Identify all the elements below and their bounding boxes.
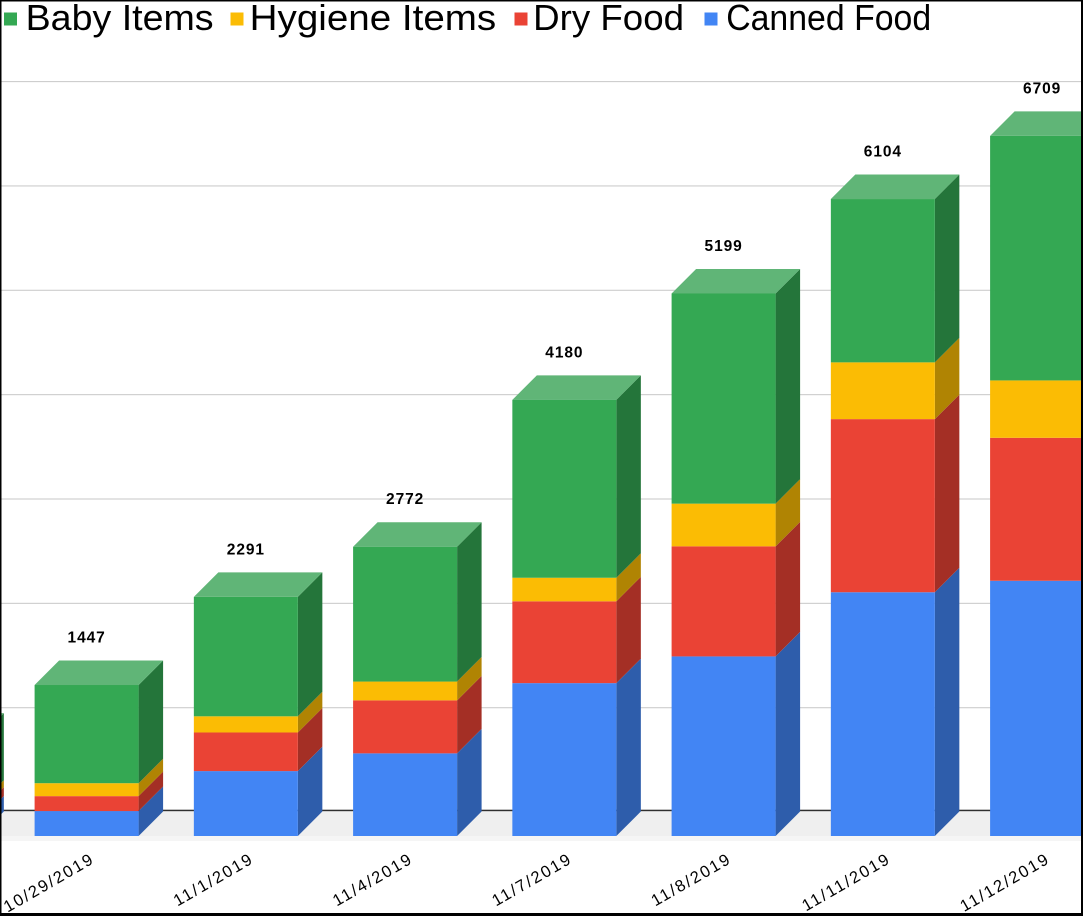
svg-text:2772: 2772 <box>386 491 424 508</box>
svg-text:Baby Items: Baby Items <box>26 0 214 38</box>
svg-text:1447: 1447 <box>68 630 106 647</box>
svg-text:4180: 4180 <box>545 344 583 361</box>
svg-text:6709: 6709 <box>1023 80 1061 97</box>
svg-text:5199: 5199 <box>705 238 743 255</box>
svg-text:6104: 6104 <box>864 144 902 161</box>
svg-text:2291: 2291 <box>227 541 265 558</box>
svg-text:Canned Food: Canned Food <box>726 0 931 38</box>
svg-text:Hygiene Items: Hygiene Items <box>250 0 497 38</box>
svg-text:Dry Food: Dry Food <box>533 0 684 38</box>
